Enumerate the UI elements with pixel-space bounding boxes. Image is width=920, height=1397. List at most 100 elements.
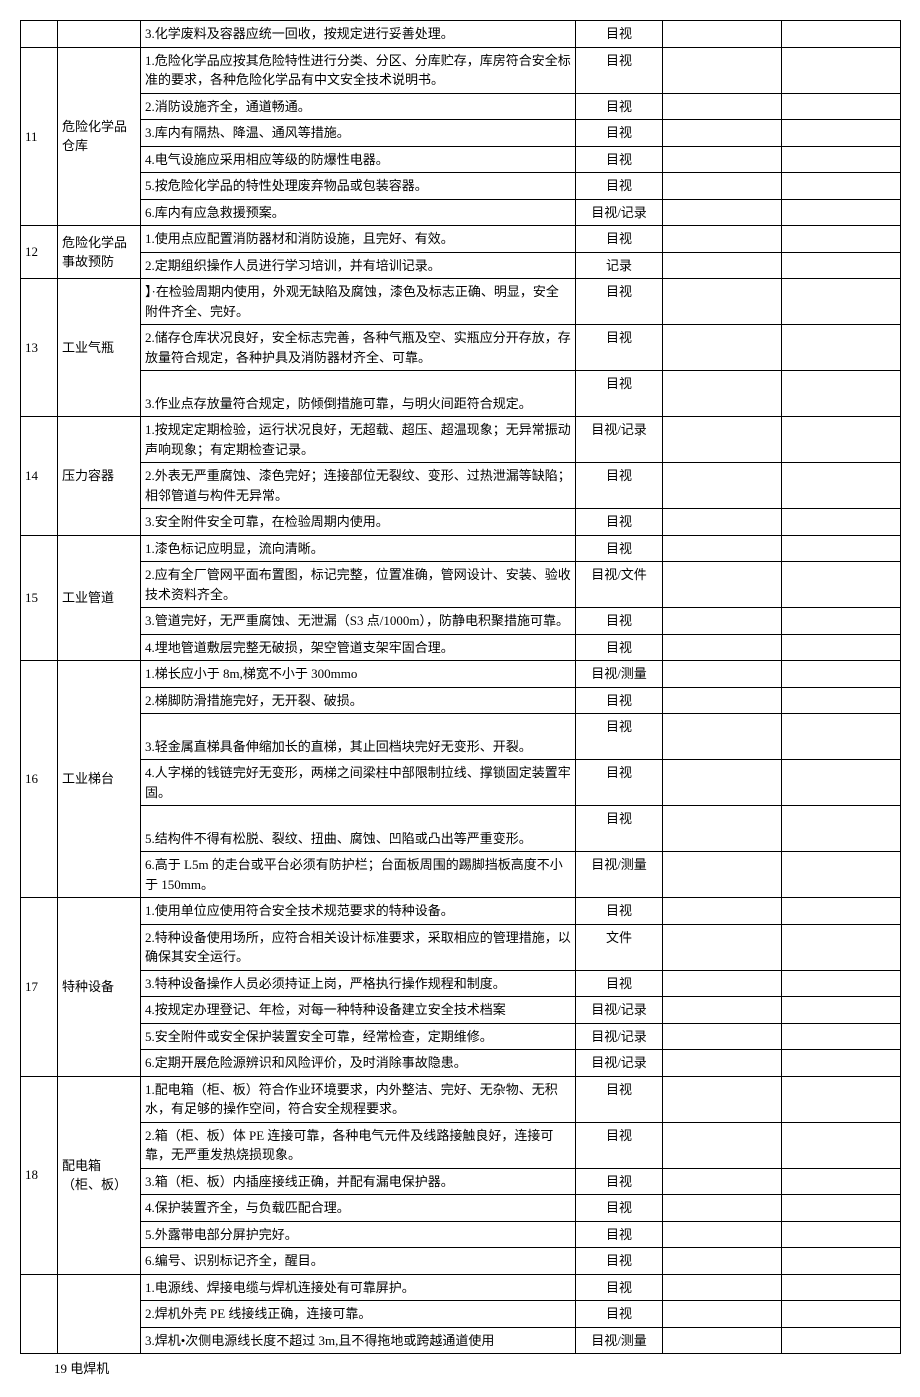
table-row: 3.库内有隔热、降温、通风等措施。目视 xyxy=(21,120,901,147)
blank-cell xyxy=(782,687,901,714)
description-cell: 1.配电箱（柜、板）符合作业环境要求，内外整洁、完好、无杂物、无积水，有足够的操… xyxy=(141,1076,576,1122)
blank-cell xyxy=(663,806,782,852)
table-row: 3.焊机•次侧电源线长度不超过 3m,且不得拖地或跨越通道使用 目视/测量 xyxy=(21,1327,901,1354)
method-cell: 目视 xyxy=(576,120,663,147)
method-cell: 目视 xyxy=(576,1122,663,1168)
table-row: 2.外表无严重腐蚀、漆色完好；连接部位无裂纹、变形、过热泄漏等缺陷；相邻管道与构… xyxy=(21,463,901,509)
blank-cell xyxy=(782,463,901,509)
blank-cell xyxy=(782,21,901,48)
blank-cell xyxy=(663,21,782,48)
table-row: 5.外露带电部分屏护完好。目视 xyxy=(21,1221,901,1248)
method-cell: 目视 xyxy=(576,47,663,93)
blank-cell xyxy=(663,1248,782,1275)
description-cell: 6.定期开展危险源辨识和风险评价，及时消除事故隐患。 xyxy=(141,1050,576,1077)
description-cell: 2.焊机外壳 PE 线接线正确，连接可靠。 xyxy=(141,1301,576,1328)
inspection-table: 3.化学废料及容器应统一回收，按规定进行妥善处理。目视11危险化学品仓库1.危险… xyxy=(20,20,901,1354)
blank-cell xyxy=(782,1327,901,1354)
description-cell: 2.应有全厂管网平面布置图，标记完整，位置准确，管网设计、安装、验收技术资料齐全… xyxy=(141,562,576,608)
method-cell: 目视 xyxy=(576,608,663,635)
method-cell: 目视 xyxy=(576,806,663,852)
table-row: 3.作业点存放量符合规定，防倾倒措施可靠，与明火间距符合规定。目视 xyxy=(21,371,901,417)
blank-cell xyxy=(663,371,782,417)
category-cell: 工业梯台 xyxy=(58,661,141,898)
description-cell: 1.使用点应配置消防器材和消防设施，且完好、有效。 xyxy=(141,226,576,253)
table-row: 3.轻金属直梯具备伸缩加长的直梯，其止回档块完好无变形、开裂。目视 xyxy=(21,714,901,760)
description-cell: 2.储存仓库状况良好，安全标志完善，各种气瓶及空、实瓶应分开存放，存放量符合规定… xyxy=(141,325,576,371)
method-cell: 目视/记录 xyxy=(576,1023,663,1050)
description-cell: 2.外表无严重腐蚀、漆色完好；连接部位无裂纹、变形、过热泄漏等缺陷；相邻管道与构… xyxy=(141,463,576,509)
method-cell: 目视 xyxy=(576,463,663,509)
description-cell: 3.特种设备操作人员必须持证上岗，严格执行操作规程和制度。 xyxy=(141,970,576,997)
blank-cell xyxy=(663,199,782,226)
blank-cell xyxy=(663,279,782,325)
description-cell: 3.安全附件安全可靠，在检验周期内使用。 xyxy=(141,509,576,536)
method-cell: 目视 xyxy=(576,687,663,714)
blank-cell xyxy=(782,535,901,562)
category-cell: 危险化学品仓库 xyxy=(58,47,141,226)
table-row: 2.储存仓库状况良好，安全标志完善，各种气瓶及空、实瓶应分开存放，存放量符合规定… xyxy=(21,325,901,371)
method-cell: 目视 xyxy=(576,325,663,371)
method-cell: 目视 xyxy=(576,535,663,562)
blank-cell xyxy=(663,1301,782,1328)
blank-cell xyxy=(663,252,782,279)
blank-cell xyxy=(782,714,901,760)
table-row: 2.定期组织操作人员进行学习培训，并有培训记录。记录 xyxy=(21,252,901,279)
method-cell: 目视 xyxy=(576,21,663,48)
category-cell: 配电箱（柜、板） xyxy=(58,1076,141,1274)
blank-cell xyxy=(782,661,901,688)
category-cell xyxy=(58,1274,141,1354)
description-cell: 1.使用单位应使用符合安全技术规范要求的特种设备。 xyxy=(141,898,576,925)
row-number: 18 xyxy=(21,1076,58,1274)
method-cell: 目视/记录 xyxy=(576,997,663,1024)
blank-cell xyxy=(782,924,901,970)
blank-cell xyxy=(663,1023,782,1050)
blank-cell xyxy=(782,852,901,898)
blank-cell xyxy=(782,1274,901,1301)
blank-cell xyxy=(663,997,782,1024)
blank-cell xyxy=(782,199,901,226)
table-row: 2.梯脚防滑措施完好，无开裂、破损。目视 xyxy=(21,687,901,714)
method-cell: 目视 xyxy=(576,279,663,325)
row-number: 16 xyxy=(21,661,58,898)
category-cell: 特种设备 xyxy=(58,898,141,1077)
table-row: 6.高于 L5m 的走台或平台必须有防护栏；台面板周围的踢脚挡板高度不小于 15… xyxy=(21,852,901,898)
blank-cell xyxy=(782,970,901,997)
table-row: 16工业梯台1.梯长应小于 8m,梯宽不小于 300mmo目视/测量 xyxy=(21,661,901,688)
blank-cell xyxy=(663,173,782,200)
table-row: 4.保护装置齐全，与负载匹配合理。目视 xyxy=(21,1195,901,1222)
table-row: 3.管道完好，无严重腐蚀、无泄漏（S3 点/1000m），防静电积聚措施可靠。目… xyxy=(21,608,901,635)
blank-cell xyxy=(782,325,901,371)
method-cell: 目视 xyxy=(576,970,663,997)
table-row: 6.库内有应急救援预案。目视/记录 xyxy=(21,199,901,226)
description-cell: 3.化学废料及容器应统一回收，按规定进行妥善处理。 xyxy=(141,21,576,48)
blank-cell xyxy=(782,1168,901,1195)
method-cell: 目视 xyxy=(576,714,663,760)
method-cell: 目视 xyxy=(576,1195,663,1222)
blank-cell xyxy=(782,226,901,253)
blank-cell xyxy=(782,806,901,852)
method-cell: 目视/文件 xyxy=(576,562,663,608)
blank-cell xyxy=(782,1221,901,1248)
blank-cell xyxy=(663,687,782,714)
table-row: 6.定期开展危险源辨识和风险评价，及时消除事故隐患。目视/记录 xyxy=(21,1050,901,1077)
description-cell: 4.人字梯的钱链完好无变形，两梯之间梁柱中部限制拉线、撑锁固定装置牢固。 xyxy=(141,760,576,806)
method-cell: 目视 xyxy=(576,1248,663,1275)
blank-cell xyxy=(663,120,782,147)
table-row: 18配电箱（柜、板）1.配电箱（柜、板）符合作业环境要求，内外整洁、完好、无杂物… xyxy=(21,1076,901,1122)
description-cell: 3.焊机•次侧电源线长度不超过 3m,且不得拖地或跨越通道使用 xyxy=(141,1327,576,1354)
row-number: 11 xyxy=(21,47,58,226)
blank-cell xyxy=(663,509,782,536)
description-cell: 6.高于 L5m 的走台或平台必须有防护栏；台面板周围的踢脚挡板高度不小于 15… xyxy=(141,852,576,898)
row-number xyxy=(21,21,58,48)
description-cell: 2.梯脚防滑措施完好，无开裂、破损。 xyxy=(141,687,576,714)
blank-cell xyxy=(782,417,901,463)
method-cell: 目视 xyxy=(576,1076,663,1122)
table-row: 5.按危险化学品的特性处理废弃物品或包装容器。目视 xyxy=(21,173,901,200)
blank-cell xyxy=(663,226,782,253)
category-cell: 压力容器 xyxy=(58,417,141,536)
table-row: 2.消防设施齐全，通道畅通。目视 xyxy=(21,93,901,120)
method-cell: 目视 xyxy=(576,93,663,120)
blank-cell xyxy=(782,1076,901,1122)
method-cell: 文件 xyxy=(576,924,663,970)
blank-cell xyxy=(663,93,782,120)
